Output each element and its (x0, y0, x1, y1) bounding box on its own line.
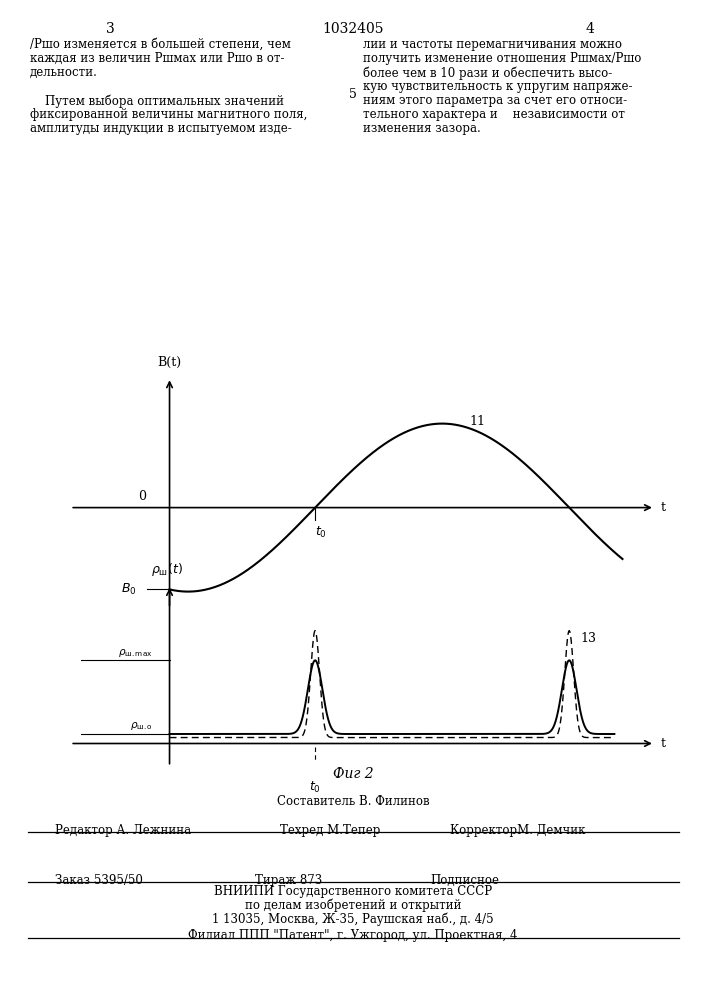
Text: более чем в 10 рази и обеспечить высо-: более чем в 10 рази и обеспечить высо- (363, 66, 612, 80)
Text: Редактор А. Лежнина: Редактор А. Лежнина (55, 824, 191, 837)
Text: дельности.: дельности. (30, 66, 98, 79)
Text: /Ршо изменяется в большей степени, чем: /Ршо изменяется в большей степени, чем (30, 38, 291, 51)
Text: КорректорМ. Демчик: КорректорМ. Демчик (450, 824, 585, 837)
Text: $\rho_{\rm ш.max}$: $\rho_{\rm ш.max}$ (119, 647, 153, 659)
Text: тельного характера и    независимости от: тельного характера и независимости от (363, 108, 625, 121)
Text: 1032405: 1032405 (322, 22, 384, 36)
Text: $B_0$: $B_0$ (121, 582, 136, 597)
Text: 0: 0 (138, 490, 146, 503)
Text: Составитель В. Филинов: Составитель В. Филинов (276, 795, 429, 808)
Text: получить изменение отношения Ршмах/Ршо: получить изменение отношения Ршмах/Ршо (363, 52, 641, 65)
Text: ВНИИПИ Государственного комитета СССР: ВНИИПИ Государственного комитета СССР (214, 885, 492, 898)
Text: амплитуды индукции в испытуемом изде-: амплитуды индукции в испытуемом изде- (30, 122, 292, 135)
Text: 3: 3 (105, 22, 115, 36)
Text: $t_0$: $t_0$ (309, 780, 321, 795)
Text: ниям этого параметра за счет его относи-: ниям этого параметра за счет его относи- (363, 94, 627, 107)
Text: Фиг 2: Фиг 2 (333, 767, 373, 781)
Text: 13: 13 (580, 632, 596, 645)
Text: Тираж 873: Тираж 873 (255, 874, 322, 887)
Text: $\rho_{\rm ш.о}$: $\rho_{\rm ш.о}$ (130, 720, 153, 732)
Text: $\rho_{\rm ш}(t)$: $\rho_{\rm ш}(t)$ (151, 562, 182, 578)
Text: 1 13035, Москва, Ж-35, Раушская наб., д. 4/5: 1 13035, Москва, Ж-35, Раушская наб., д.… (212, 913, 493, 926)
Text: изменения зазора.: изменения зазора. (363, 122, 481, 135)
Text: Подписное: Подписное (430, 874, 499, 887)
Text: Заказ 5395/50: Заказ 5395/50 (55, 874, 143, 887)
Text: Путем выбора оптимальных значений: Путем выбора оптимальных значений (30, 94, 284, 107)
Text: Техред М.Тепер: Техред М.Тепер (280, 824, 380, 837)
Text: фиксированной величины магнитного поля,: фиксированной величины магнитного поля, (30, 108, 308, 121)
Text: лии и частоты перемагничивания можно: лии и частоты перемагничивания можно (363, 38, 622, 51)
Text: Филиал ППП "Патент", г. Ужгород, ул. Проектная, 4: Филиал ППП "Патент", г. Ужгород, ул. Про… (188, 929, 518, 942)
Text: $t_0$: $t_0$ (315, 524, 327, 540)
Text: t: t (660, 737, 665, 750)
Text: 5: 5 (349, 88, 357, 101)
Text: B(t): B(t) (158, 356, 182, 369)
Text: по делам изобретений и открытий: по делам изобретений и открытий (245, 899, 461, 912)
Text: 11: 11 (469, 415, 486, 428)
Text: каждая из величин Ршмах или Ршо в от-: каждая из величин Ршмах или Ршо в от- (30, 52, 284, 65)
Text: кую чувствительность к упругим напряже-: кую чувствительность к упругим напряже- (363, 80, 633, 93)
Text: 4: 4 (585, 22, 595, 36)
Text: t: t (660, 501, 665, 514)
